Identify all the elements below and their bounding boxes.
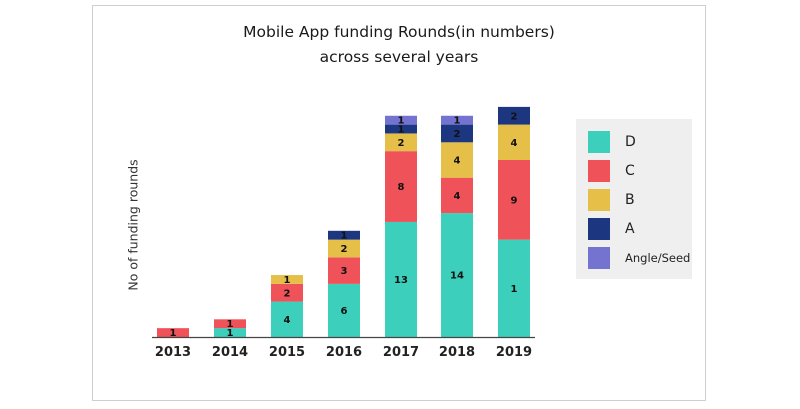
x-tick-label: 2017	[383, 345, 419, 360]
legend-label: Angle/Seed	[625, 251, 691, 265]
legend-label: D	[625, 134, 636, 150]
legend-label: B	[625, 192, 635, 208]
data-label: 4	[454, 191, 461, 202]
legend-item-a: A	[588, 218, 635, 240]
data-label: 1	[511, 284, 518, 295]
x-tick-label: 2016	[326, 345, 362, 360]
x-tick-labels: 2013 2014 2015 2016 2017 2018 2019	[155, 345, 532, 360]
legend: D C B A Angle/Seed	[576, 119, 692, 279]
bar-segment-d-2019	[498, 239, 530, 337]
bar-segment-angleseed-2017	[385, 115, 417, 125]
data-label: 4	[454, 156, 461, 167]
x-tick-label: 2018	[439, 345, 475, 360]
legend-item-d: D	[588, 131, 636, 153]
bar-segment-c-2017	[385, 151, 417, 222]
legend-swatch	[588, 218, 610, 240]
legend-swatch	[588, 247, 610, 269]
legend-swatch	[588, 131, 610, 153]
data-label: 1	[398, 125, 405, 136]
bar-segment-a-2016	[328, 230, 360, 240]
data-label: 2	[454, 129, 461, 140]
chart-title: Mobile App funding Rounds(in numbers) ac…	[92, 20, 706, 70]
x-tick-label: 2014	[212, 345, 248, 360]
data-label: 1	[227, 319, 234, 330]
chart-title-line: Mobile App funding Rounds(in numbers)	[243, 23, 555, 41]
bar-segment-b-2016	[328, 239, 360, 258]
bar-segment-d-2014	[214, 328, 246, 337]
legend-item-c: C	[588, 160, 635, 182]
bar-segment-c-2013	[157, 328, 189, 337]
bar-segment-d-2016	[328, 283, 360, 337]
x-tick-label: 2013	[155, 345, 191, 360]
data-label: 9	[511, 195, 518, 206]
legend-swatch	[588, 189, 610, 211]
bar-segment-a-2018	[441, 124, 473, 143]
bar-segment-c-2019	[498, 160, 530, 240]
data-label: 2	[284, 288, 291, 299]
x-tick-label: 2019	[496, 345, 532, 360]
data-label: 8	[398, 182, 405, 193]
data-label: 2	[398, 138, 405, 149]
bar-segment-d-2017	[385, 221, 417, 337]
bar-segment-c-2018	[441, 177, 473, 214]
data-label: 6	[341, 306, 348, 317]
x-tick-label: 2015	[269, 345, 305, 360]
legend-swatch	[588, 160, 610, 182]
bar-segment-b-2018	[441, 142, 473, 178]
bar-segment-c-2016	[328, 257, 360, 284]
bar-segment-d-2015	[271, 301, 303, 337]
bar-segment-a-2017	[385, 124, 417, 134]
bar-segment-angleseed-2018	[441, 115, 473, 125]
bar-segment-a-2019	[498, 106, 530, 125]
data-label: 14	[450, 271, 464, 282]
bar-segment-d-2018	[441, 213, 473, 337]
data-label: 1	[341, 231, 348, 242]
bar-segment-b-2019	[498, 124, 530, 160]
bar-segment-c-2015	[271, 283, 303, 302]
legend-label: C	[625, 163, 635, 179]
data-label: 4	[511, 138, 518, 149]
data-label: 4	[284, 315, 291, 326]
legend-item-angleseed: Angle/Seed	[588, 247, 690, 269]
legend-label: A	[625, 221, 635, 237]
data-label: 3	[341, 266, 348, 277]
data-label: 13	[394, 275, 408, 286]
data-label: 1	[227, 328, 234, 339]
data-label: 2	[511, 111, 518, 122]
legend-item-b: B	[588, 189, 635, 211]
bar-segment-c-2014	[214, 319, 246, 329]
data-label: 1	[284, 275, 291, 286]
data-label: 1	[454, 116, 461, 127]
bar-segment-b-2017	[385, 133, 417, 152]
data-label: 2	[341, 244, 348, 255]
data-label: 1	[398, 116, 405, 127]
data-label: 1	[170, 328, 177, 339]
bar-segment-b-2015	[271, 275, 303, 284]
chart-subtitle: across several years	[319, 48, 479, 66]
